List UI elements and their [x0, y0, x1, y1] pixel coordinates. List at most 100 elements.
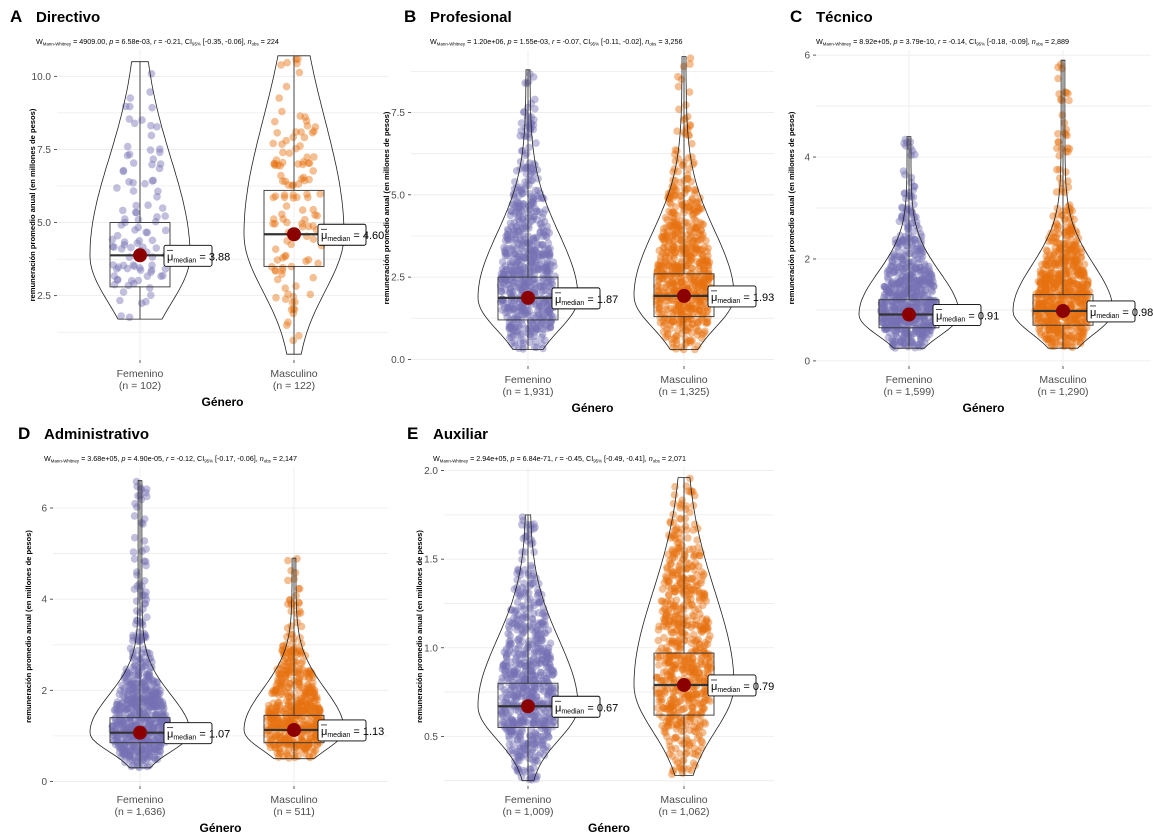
- data-point: [515, 311, 523, 320]
- data-point: [684, 112, 692, 121]
- data-point: [692, 223, 700, 232]
- data-point: [506, 257, 515, 266]
- data-point: [1041, 277, 1050, 286]
- data-point: [700, 275, 708, 284]
- data-point: [551, 272, 559, 281]
- data-point: [519, 200, 528, 208]
- data-point: [134, 276, 143, 285]
- data-point: [120, 238, 129, 246]
- data-point: [655, 304, 663, 313]
- data-point: [703, 318, 711, 327]
- data-point: [677, 192, 685, 200]
- data-point: [531, 685, 539, 693]
- data-point: [521, 281, 529, 289]
- data-point: [683, 171, 692, 179]
- data-point: [537, 288, 546, 296]
- data-point: [658, 232, 667, 241]
- data-point: [507, 223, 516, 231]
- data-point: [510, 226, 518, 234]
- data-point: [146, 146, 155, 154]
- data-point: [531, 258, 539, 266]
- data-point: [297, 128, 305, 136]
- data-point: [161, 212, 169, 220]
- data-point: [701, 283, 709, 292]
- data-point: [663, 260, 671, 269]
- data-point: [538, 683, 547, 691]
- data-point: [685, 337, 693, 345]
- data-point: [529, 213, 538, 221]
- data-point: [538, 241, 547, 249]
- data-point: [529, 254, 538, 262]
- data-point: [520, 647, 529, 655]
- data-point: [503, 225, 512, 234]
- data-point: [518, 329, 527, 338]
- data-point: [670, 230, 679, 239]
- data-point: [1068, 291, 1076, 300]
- data-point: [108, 235, 117, 244]
- data-point: [657, 233, 666, 241]
- y-tick-label: 1.0: [424, 643, 438, 654]
- data-point: [696, 271, 704, 280]
- median-label: μmedian = 3.88: [167, 251, 230, 264]
- data-point: [290, 305, 299, 314]
- data-point: [545, 282, 553, 290]
- data-point: [515, 321, 523, 330]
- data-point: [301, 113, 309, 121]
- data-point: [505, 638, 513, 646]
- data-point: [1069, 261, 1077, 270]
- data-point: [514, 215, 522, 223]
- data-point: [534, 194, 542, 203]
- data-point: [674, 223, 683, 232]
- data-point: [686, 306, 695, 315]
- data-point: [537, 282, 545, 291]
- data-point: [519, 282, 528, 291]
- data-point: [1080, 260, 1089, 269]
- data-point: [690, 224, 698, 232]
- data-point: [511, 321, 520, 330]
- data-point: [534, 186, 542, 195]
- data-point: [666, 189, 675, 197]
- data-point: [700, 259, 709, 268]
- data-point: [690, 186, 699, 194]
- data-point: [543, 718, 551, 727]
- data-point: [281, 252, 289, 261]
- data-point: [689, 239, 697, 247]
- data-point: [683, 261, 691, 270]
- data-point: [501, 248, 510, 257]
- data-point: [517, 278, 525, 287]
- data-point: [669, 317, 678, 326]
- data-point: [516, 283, 525, 291]
- data-point: [283, 218, 291, 227]
- data-point: [525, 181, 533, 189]
- data-point: [528, 168, 537, 176]
- data-point: [696, 258, 704, 267]
- data-point: [527, 124, 535, 133]
- data-point: [519, 202, 528, 211]
- data-point: [508, 258, 517, 267]
- data-point: [512, 245, 521, 253]
- data-point: [535, 282, 544, 291]
- data-point: [281, 177, 290, 186]
- data-point: [698, 302, 706, 311]
- data-point: [663, 315, 672, 324]
- data-point: [506, 211, 515, 220]
- data-point: [539, 271, 548, 280]
- data-point: [527, 540, 536, 549]
- data-point: [656, 257, 665, 266]
- data-point: [532, 207, 541, 215]
- data-point: [148, 160, 156, 169]
- data-point: [698, 257, 706, 266]
- data-point: [516, 165, 525, 173]
- data-point: [671, 248, 679, 257]
- data-point: [662, 213, 670, 222]
- data-point: [694, 327, 702, 336]
- data-point: [537, 732, 545, 741]
- data-point: [273, 256, 282, 264]
- data-point: [691, 249, 699, 258]
- data-point: [1060, 119, 1069, 127]
- data-point: [531, 205, 540, 213]
- data-point: [148, 261, 156, 270]
- data-point: [528, 319, 537, 328]
- data-point: [508, 277, 516, 285]
